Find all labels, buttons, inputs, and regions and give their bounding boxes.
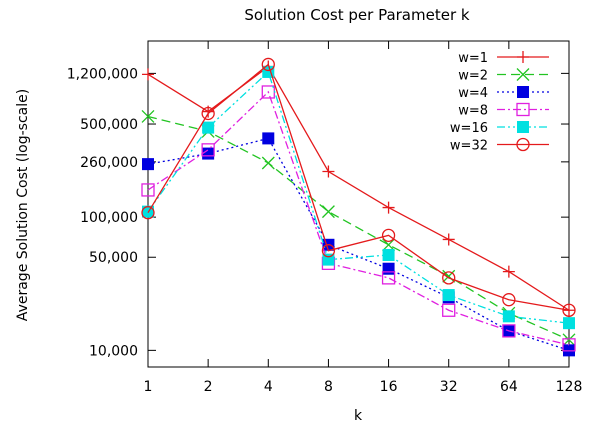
legend-label: w=32 bbox=[450, 139, 488, 154]
series-line bbox=[147, 70, 570, 324]
plus-marker bbox=[142, 68, 154, 81]
square-marker bbox=[142, 158, 154, 171]
open-square-marker bbox=[502, 324, 516, 338]
x-marker bbox=[141, 109, 155, 123]
circle-marker bbox=[381, 228, 396, 242]
series-layer bbox=[141, 57, 576, 357]
series-line bbox=[147, 63, 570, 311]
y-tick-label: 100,000 bbox=[80, 210, 138, 226]
x-tick-label: 16 bbox=[380, 379, 398, 395]
axis-ticks: 1 2 4 8 16 32 64 128 10,000 50,000 100,000 260,000 5… bbox=[67, 41, 583, 395]
circle-marker bbox=[562, 303, 576, 317]
x-tick-label: 4 bbox=[264, 379, 273, 395]
x-marker bbox=[321, 205, 335, 219]
series-w-32 bbox=[141, 57, 576, 317]
open-square-marker bbox=[201, 143, 215, 157]
series-line bbox=[147, 115, 570, 341]
square-marker bbox=[382, 248, 395, 261]
legend-label: w=1 bbox=[458, 51, 488, 66]
plus-marker bbox=[322, 165, 335, 178]
square-marker bbox=[202, 147, 215, 160]
legend-label: w=2 bbox=[458, 69, 488, 84]
x-tick-label: 32 bbox=[440, 379, 458, 395]
plus-marker bbox=[382, 201, 395, 214]
square-marker bbox=[442, 289, 455, 302]
series-w-8 bbox=[141, 85, 576, 352]
y-tick-label: 1,200,000 bbox=[67, 66, 138, 82]
plot-frame bbox=[147, 40, 570, 368]
open-square-marker bbox=[141, 183, 155, 197]
y-tick-label: 500,000 bbox=[80, 117, 138, 133]
square-marker bbox=[517, 86, 529, 98]
circle-marker bbox=[201, 106, 215, 121]
x-tick-label: 128 bbox=[556, 379, 583, 395]
circle-marker bbox=[321, 244, 336, 258]
open-square-marker bbox=[562, 338, 576, 352]
y-tick-label: 10,000 bbox=[89, 343, 138, 359]
series-w-1 bbox=[142, 60, 575, 317]
circle-marker bbox=[141, 206, 155, 220]
legend-label: w=4 bbox=[458, 86, 488, 101]
legend-label: w=8 bbox=[458, 104, 488, 119]
plus-marker bbox=[442, 233, 455, 246]
x-marker bbox=[261, 156, 275, 170]
series-line bbox=[147, 90, 570, 346]
y-tick-label: 50,000 bbox=[89, 250, 138, 266]
circle-marker bbox=[502, 293, 516, 307]
square-marker bbox=[262, 132, 275, 145]
x-marker bbox=[382, 238, 396, 252]
series-line bbox=[147, 65, 570, 311]
circle-marker bbox=[261, 57, 275, 72]
x-tick-label: 1 bbox=[144, 379, 153, 395]
plus-marker bbox=[502, 265, 515, 278]
open-square-marker bbox=[516, 102, 530, 117]
chart-title: Solution Cost per Parameter k bbox=[244, 6, 469, 24]
series-line bbox=[147, 137, 570, 351]
series-w-16 bbox=[142, 65, 575, 330]
y-tick-label: 260,000 bbox=[80, 155, 138, 171]
x-tick-label: 2 bbox=[204, 379, 213, 395]
circle-marker bbox=[442, 271, 456, 285]
x-marker bbox=[516, 68, 530, 81]
x-tick-label: 64 bbox=[500, 379, 518, 395]
open-square-marker bbox=[442, 303, 456, 317]
series-w-4 bbox=[142, 132, 575, 357]
x-axis-title: k bbox=[354, 408, 363, 424]
square-marker bbox=[382, 262, 395, 275]
circle-marker bbox=[516, 137, 530, 152]
y-axis-title: Average Solution Cost (log-scale) bbox=[15, 89, 31, 321]
square-marker bbox=[563, 317, 575, 330]
legend-label: w=16 bbox=[450, 121, 488, 136]
square-marker bbox=[202, 121, 215, 134]
open-square-marker bbox=[381, 271, 396, 285]
legend: w=1 w=2 w=4 w=8 w=16 w=32 bbox=[450, 51, 549, 154]
plus-marker bbox=[517, 51, 529, 63]
square-marker bbox=[517, 121, 529, 133]
x-marker bbox=[442, 269, 456, 283]
x-tick-label: 8 bbox=[324, 379, 333, 395]
square-marker bbox=[502, 310, 515, 323]
